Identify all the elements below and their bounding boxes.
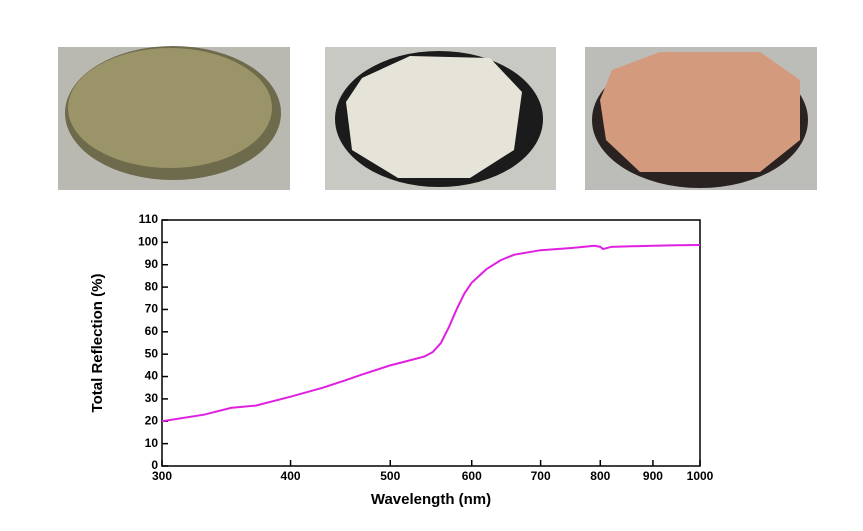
x-tick-label: 900 <box>643 469 663 483</box>
y-tick-label: 0 <box>151 458 158 472</box>
y-tick-label: 30 <box>145 391 159 405</box>
photo-wafer-1 <box>58 46 290 190</box>
photo-wafer-3 <box>585 47 817 190</box>
y-tick-label: 100 <box>138 235 158 249</box>
plot-frame <box>161 219 701 467</box>
y-tick-label: 40 <box>145 369 159 383</box>
x-tick-label: 500 <box>380 469 400 483</box>
y-tick-label: 20 <box>145 413 159 427</box>
y-tick-label: 80 <box>145 279 159 293</box>
photo-wafer-2 <box>325 47 556 190</box>
y-tick-label: 90 <box>145 257 159 271</box>
y-tick-label: 60 <box>145 324 159 338</box>
y-tick-label: 110 <box>139 212 159 226</box>
x-axis-label: Wavelength (nm) <box>371 491 491 508</box>
y-tick-label: 70 <box>145 302 159 316</box>
x-tick-label: 600 <box>462 469 482 483</box>
x-tick-label: 400 <box>281 469 301 483</box>
x-tick-label: 800 <box>590 469 610 483</box>
y-tick-label: 10 <box>145 436 159 450</box>
x-tick-label: 300 <box>152 469 172 483</box>
x-tick-label: 1000 <box>687 469 714 483</box>
y-axis-label: Total Reflection (%) <box>89 274 106 413</box>
x-tick-label: 700 <box>531 469 551 483</box>
y-tick-label: 50 <box>145 346 159 360</box>
data-line <box>161 244 701 423</box>
